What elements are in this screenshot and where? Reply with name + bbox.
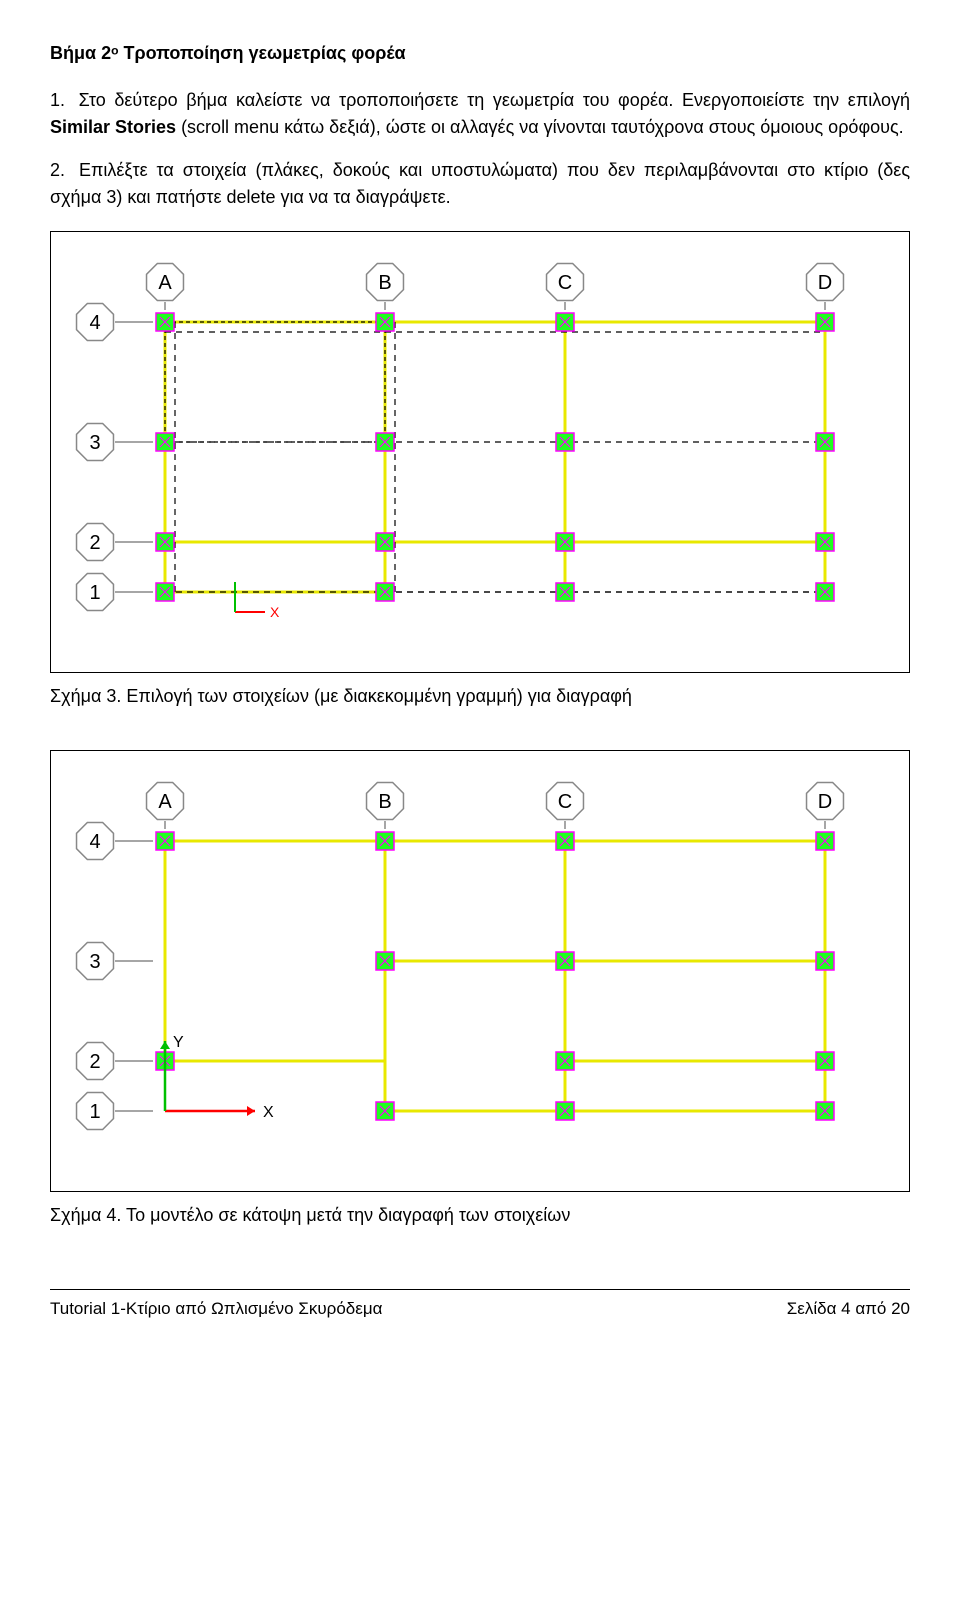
p1-text-a: Στο δεύτερο βήμα καλείστε να τροποποιήσε… (79, 90, 910, 110)
figure-3: X A B C D 4 3 2 1 (65, 262, 875, 652)
svg-text:3: 3 (89, 951, 100, 973)
p1-bold: Similar Stories (50, 117, 176, 137)
footer-left: Tutorial 1-Κτίριο από Ωπλισμένο Σκυρόδεμ… (50, 1296, 382, 1322)
svg-text:1: 1 (89, 582, 100, 604)
figure-4: X Y A B C D 4 3 2 1 (65, 781, 875, 1171)
svg-text:Y: Y (173, 1034, 184, 1051)
list-num-2: 2. (50, 157, 70, 184)
svg-text:2: 2 (89, 532, 100, 554)
svg-text:B: B (378, 791, 391, 813)
footer-right: Σελίδα 4 από 20 (787, 1296, 910, 1322)
svg-text:3: 3 (89, 432, 100, 454)
paragraph-2: 2. Επιλέξτε τα στοιχεία (πλάκες, δοκούς … (50, 157, 910, 211)
figure-4-box: X Y A B C D 4 3 2 1 (50, 750, 910, 1192)
svg-text:1: 1 (89, 1101, 100, 1123)
svg-text:A: A (158, 272, 172, 294)
svg-text:X: X (270, 604, 280, 620)
svg-text:D: D (818, 791, 832, 813)
svg-text:A: A (158, 791, 172, 813)
svg-text:D: D (818, 272, 832, 294)
caption-3: Σχήμα 3. Επιλογή των στοιχείων (με διακε… (50, 683, 910, 710)
paragraph-1: 1. Στο δεύτερο βήμα καλείστε να τροποποι… (50, 87, 910, 141)
svg-text:4: 4 (89, 831, 100, 853)
figure-3-box: X A B C D 4 3 2 1 (50, 231, 910, 673)
svg-text:C: C (558, 272, 572, 294)
svg-text:2: 2 (89, 1051, 100, 1073)
svg-text:X: X (263, 1104, 274, 1121)
p1-text-b: (scroll menu κάτω δεξιά), ώστε οι αλλαγέ… (176, 117, 904, 137)
list-num-1: 1. (50, 87, 70, 114)
svg-text:4: 4 (89, 312, 100, 334)
page-footer: Tutorial 1-Κτίριο από Ωπλισμένο Σκυρόδεμ… (50, 1289, 910, 1322)
page-title: Βήμα 2ᵒ Τροποποίηση γεωμετρίας φορέα (50, 40, 910, 67)
caption-4: Σχήμα 4. Το μοντέλο σε κάτοψη μετά την δ… (50, 1202, 910, 1229)
p2-text: Επιλέξτε τα στοιχεία (πλάκες, δοκούς και… (50, 160, 910, 207)
svg-text:B: B (378, 272, 391, 294)
svg-text:C: C (558, 791, 572, 813)
